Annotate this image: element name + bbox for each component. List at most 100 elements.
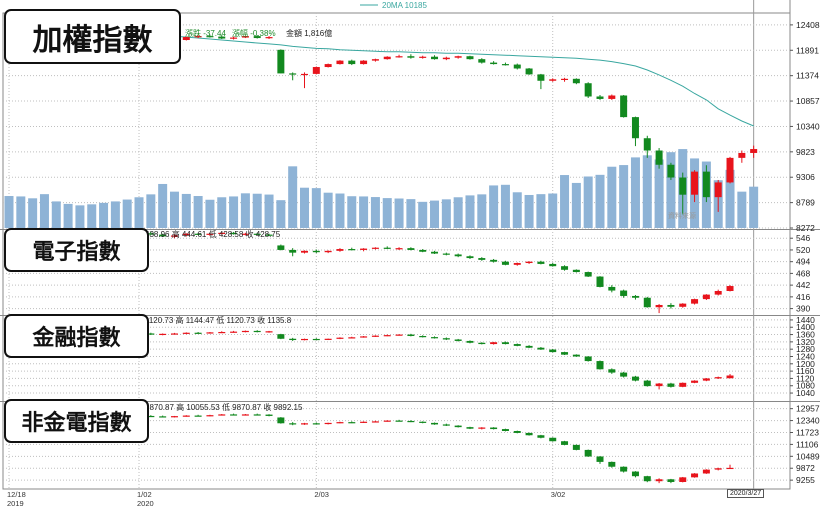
- candle-body: [537, 347, 545, 350]
- candle-body: [301, 250, 308, 253]
- non-fin-elec-index-title: 非金電指數: [4, 399, 149, 443]
- y-tick-label: 1160: [796, 366, 815, 376]
- candle-body: [182, 332, 190, 334]
- candle-body: [691, 171, 699, 195]
- candle-body: [289, 423, 297, 425]
- candle-body: [147, 233, 155, 235]
- candle-body: [419, 421, 427, 423]
- candle-body: [620, 372, 628, 377]
- candle-body: [395, 248, 403, 250]
- candle-body: [218, 36, 226, 39]
- candle-body: [537, 435, 545, 438]
- candle-body: [584, 449, 592, 457]
- candle-body: [679, 303, 687, 307]
- candle-body: [501, 429, 509, 431]
- volume-bar: [16, 196, 26, 228]
- y-tick-label: 1360: [796, 330, 815, 340]
- volume-bar: [99, 202, 109, 228]
- candle-body: [253, 36, 261, 39]
- candle-body: [667, 304, 675, 307]
- candle-body: [194, 233, 202, 235]
- candle-body: [679, 177, 687, 195]
- volume-bar: [75, 205, 85, 228]
- volume-bar: [441, 199, 451, 228]
- candle-body: [714, 377, 722, 379]
- candle-body: [513, 344, 521, 346]
- candlestick-layer: [5, 34, 758, 484]
- candle-body: [478, 59, 486, 63]
- x-tick-label: 12/18: [7, 490, 26, 499]
- candle-body: [336, 60, 344, 65]
- candle-body: [738, 152, 746, 158]
- volume-bar: [181, 193, 191, 228]
- candle-body: [277, 49, 285, 74]
- volume-bar: [205, 199, 215, 228]
- candle-body: [431, 251, 439, 254]
- y-tick-label: 1440: [796, 315, 815, 325]
- y-tick-label: 520: [796, 245, 810, 255]
- volume-bar: [370, 197, 380, 228]
- x-tick-label: 1/02: [137, 490, 152, 499]
- y-tick-label: 1240: [796, 351, 815, 361]
- candle-body: [655, 479, 663, 482]
- non-fin-elec-ohlc-readout: 9870.87 高 10055.53 低 9870.87 收 9892.15: [145, 402, 303, 412]
- candle-body: [230, 414, 238, 416]
- x-tick-year-label: 2019: [7, 499, 24, 508]
- candle-body: [383, 420, 391, 422]
- candle-body: [572, 354, 580, 357]
- candle-body: [667, 164, 675, 178]
- candle-body: [691, 473, 699, 478]
- candle-body: [655, 150, 663, 165]
- candle-body: [549, 349, 557, 353]
- candle-body: [419, 336, 427, 338]
- candle-body: [643, 476, 651, 482]
- candle-body: [277, 417, 285, 424]
- candle-body: [608, 95, 616, 99]
- candle-body: [395, 334, 403, 336]
- candle-body: [241, 414, 249, 416]
- y-tick-label: 11374: [796, 71, 819, 81]
- taiex-title: 加權指數: [4, 9, 181, 64]
- candle-body: [466, 427, 474, 429]
- candle-body: [620, 466, 628, 472]
- candle-body: [643, 297, 651, 308]
- candle-body: [584, 83, 592, 97]
- cursor-date-label: 2020/3/27: [727, 489, 765, 498]
- candle-body: [324, 64, 332, 68]
- candle-body: [348, 337, 356, 339]
- candle-body: [631, 376, 639, 381]
- candle-body: [289, 249, 297, 253]
- y-tick-label: 1200: [796, 359, 815, 369]
- candle-body: [371, 59, 379, 61]
- volume-bars: [4, 149, 759, 228]
- y-tick-label: 11723: [796, 427, 819, 437]
- volume-bar: [666, 152, 676, 228]
- volume-bar: [63, 203, 73, 228]
- y-tick-label: 12340: [796, 416, 820, 426]
- candle-body: [289, 73, 297, 75]
- candle-body: [561, 266, 569, 270]
- volume-bar: [264, 194, 274, 228]
- candle-body: [395, 56, 403, 58]
- candle-body: [442, 253, 450, 255]
- candle-body: [584, 356, 592, 362]
- candle-body: [702, 378, 710, 381]
- candle-body: [691, 380, 699, 383]
- candle-body: [596, 361, 604, 370]
- volume-bar: [583, 176, 593, 228]
- candle-body: [608, 286, 616, 291]
- candle-body: [525, 345, 533, 348]
- candle-body: [241, 36, 249, 38]
- candle-body: [549, 437, 557, 442]
- y-tick-label: 12408: [796, 20, 820, 30]
- volume-bar: [571, 182, 581, 228]
- candle-body: [620, 290, 628, 296]
- volume-bar: [217, 197, 227, 228]
- candle-body: [194, 36, 202, 38]
- candle-body: [702, 171, 710, 198]
- volume-bar: [725, 169, 735, 228]
- volume-bar: [394, 198, 404, 228]
- candle-body: [525, 68, 533, 75]
- candle-body: [572, 78, 580, 84]
